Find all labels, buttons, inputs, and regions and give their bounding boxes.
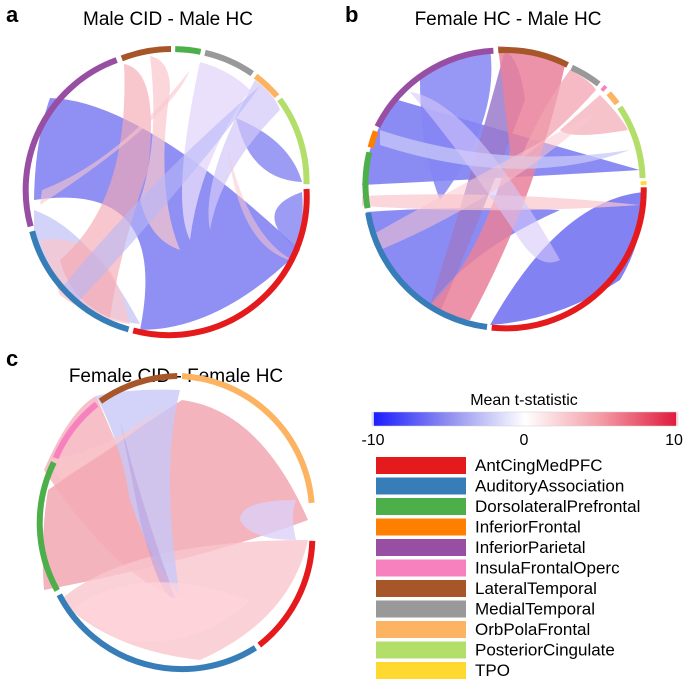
legend-label: LateralTemporal	[475, 579, 597, 598]
arc-a-orbpolafrontal	[253, 73, 280, 99]
legend-item: InferiorParietal	[376, 538, 586, 557]
legend-item: TPO	[376, 661, 510, 680]
chord-c-2	[44, 396, 175, 598]
arc-c-antcingmedpfc	[257, 540, 316, 648]
arc-c-insulafrontaloperc	[52, 401, 99, 460]
arc-b-posteriorcingulate	[617, 105, 646, 179]
panel-b-title: Female HC - Male HC	[415, 9, 602, 30]
panel-c-ring	[36, 373, 316, 673]
colorbar-title: Mean t-statistic	[470, 392, 578, 409]
chord-a-8	[182, 62, 250, 240]
legend: AntCingMedPFC AuditoryAssociationDorsolat…	[376, 456, 640, 680]
panel-b: b Female HC - Male HC	[345, 2, 647, 332]
chord-b-6	[430, 46, 565, 320]
chord-b-1	[490, 192, 644, 325]
arc-b-inferiorparietal	[374, 47, 494, 128]
panel-a-title: Male CID - Male HC	[83, 9, 253, 30]
legend-item: OrbPolaFrontal	[376, 620, 590, 639]
legend-item: AuditoryAssociation	[376, 477, 624, 496]
chord-b-9	[380, 130, 630, 169]
colorbar: Mean t-statistic -10 0 10	[361, 392, 683, 449]
legend-swatch	[376, 662, 466, 679]
panel-b-ring	[362, 47, 647, 332]
legend-label: AntCingMedPFC	[475, 456, 603, 475]
legend-swatch	[376, 457, 466, 474]
arc-b-medialtemporal	[570, 64, 601, 87]
arc-b-orbpolafrontal	[606, 91, 620, 106]
arc-a-lateraltemporal	[120, 46, 172, 62]
legend-label: DorsolateralPrefrontal	[475, 497, 640, 516]
arc-a-medialtemporal	[204, 49, 254, 77]
legend-swatch	[376, 539, 466, 556]
colorbar-label-max: 10	[665, 432, 683, 449]
arc-b-lateraltemporal	[498, 47, 569, 68]
colorbar-label-min: -10	[361, 432, 384, 449]
legend-label: PosteriorCingulate	[475, 641, 615, 660]
arc-a-antcingmedpfc	[132, 188, 310, 339]
arc-c-dorsolateralprefrontal	[36, 461, 60, 592]
legend-item: AntCingMedPFC	[376, 456, 603, 475]
arc-b-antcingmedpfc	[491, 187, 647, 332]
panel-a-chords	[34, 56, 303, 330]
chord-c-6	[240, 500, 296, 540]
legend-label: InferiorFrontal	[475, 518, 581, 537]
chord-a-3	[274, 192, 303, 250]
legend-swatch	[376, 477, 466, 495]
legend-swatch	[376, 641, 466, 659]
legend-item: LateralTemporal	[376, 579, 597, 598]
arc-a-auditoryassociation	[29, 230, 130, 333]
legend-label: InsulaFrontalOperc	[475, 559, 620, 578]
arc-b-auditoryassociation	[365, 212, 488, 330]
legend-swatch	[376, 518, 466, 536]
panel-c-letter: c	[6, 346, 18, 371]
chord-c-8	[70, 582, 250, 642]
legend-swatch	[376, 580, 466, 597]
panel-b-letter: b	[345, 2, 358, 27]
legend-item: PosteriorCingulate	[376, 641, 615, 660]
chord-a-6	[60, 64, 151, 318]
chord-a-10	[40, 70, 190, 205]
legend-swatch	[376, 559, 466, 577]
legend-item: DorsolateralPrefrontal	[376, 497, 640, 516]
panel-a-letter: a	[6, 2, 19, 27]
chord-b-12	[372, 110, 600, 250]
legend-label: AuditoryAssociation	[475, 477, 624, 496]
chord-b-7	[520, 70, 596, 160]
arc-c-auditoryassociation	[56, 593, 257, 673]
arc-a-inferiorparietal	[22, 57, 118, 228]
panel-b-chords	[362, 46, 644, 325]
legend-swatch	[376, 498, 466, 515]
chord-a-9	[208, 80, 280, 230]
arc-a-posteriorcingulate	[277, 97, 310, 185]
legend-item: InsulaFrontalOperc	[376, 559, 620, 578]
chord-c-7	[50, 402, 170, 480]
panel-c-chords	[42, 389, 309, 660]
arc-b-insulafrontaloperc	[600, 84, 608, 92]
panel-c: c Female CID - Female HC	[6, 346, 316, 673]
colorbar-label-mid: 0	[520, 432, 529, 449]
arc-c-lateraltemporal	[98, 373, 178, 404]
legend-swatch	[376, 621, 466, 638]
arc-c-orbpolafrontal	[181, 373, 315, 504]
arc-b-dorsolateralprefrontal	[362, 151, 373, 209]
panel-a-ring	[22, 46, 310, 339]
legend-item: MedialTemporal	[376, 600, 595, 619]
panel-a: a Male CID - Male HC	[6, 2, 310, 339]
legend-label: InferiorParietal	[475, 538, 586, 557]
chord-a-11	[60, 86, 260, 300]
colorbar-bar	[371, 411, 679, 427]
legend-label: MedialTemporal	[475, 600, 595, 619]
arc-b-inferiorfrontal	[367, 130, 379, 149]
arc-a-dorsolateralprefrontal	[175, 46, 202, 55]
chord-a-12	[228, 150, 296, 262]
legend-swatch	[376, 600, 466, 618]
legend-label: TPO	[475, 661, 510, 680]
legend-label: OrbPolaFrontal	[475, 620, 590, 639]
legend-item: InferiorFrontal	[376, 518, 581, 537]
